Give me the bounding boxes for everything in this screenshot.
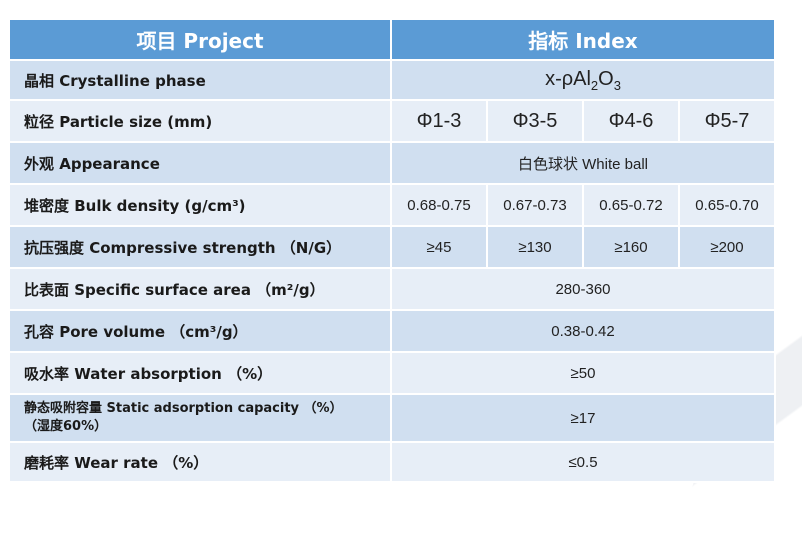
row-particle-size: 粒径 Particle size (mm) Φ1-3 Φ3-5 Φ4-6 Φ5-… (8, 99, 776, 143)
value-crystalline-phase: x-ρAl2O3 (390, 59, 776, 101)
phase-main: x-ρAl (545, 67, 591, 90)
label-compressive-strength: 抗压强度 Compressive strength （N/G） (8, 225, 392, 269)
row-wear-rate: 磨耗率 Wear rate （%） ≤0.5 (8, 441, 776, 483)
header-project: 项目 Project (8, 18, 392, 61)
label-crystalline-phase: 晶相 Crystalline phase (8, 59, 392, 101)
phase-sub2: 3 (613, 77, 621, 93)
row-specific-surface: 比表面 Specific surface area （m²/g） 280-360 (8, 267, 776, 311)
label-specific-surface: 比表面 Specific surface area （m²/g） (8, 267, 392, 311)
label-static-adsorption: 静态吸附容量 Static adsorption capacity （%） （湿度… (8, 393, 392, 443)
value-particle-size-4: Φ5-7 (678, 99, 776, 143)
label-bulk-density: 堆密度 Bulk density (g/cm³) (8, 183, 392, 227)
value-particle-size-3: Φ4-6 (582, 99, 680, 143)
value-static-adsorption: ≥17 (390, 393, 776, 443)
spec-table: 项目 Project 指标 Index 晶相 Crystalline phase… (8, 18, 776, 483)
value-wear-rate: ≤0.5 (390, 441, 776, 483)
label-particle-size: 粒径 Particle size (mm) (8, 99, 392, 143)
row-static-adsorption: 静态吸附容量 Static adsorption capacity （%） （湿度… (8, 393, 776, 443)
phase-mid: O (598, 67, 614, 90)
phase-sub1: 2 (590, 77, 599, 93)
value-appearance: 白色球状 White ball (390, 141, 776, 185)
label-water-absorption: 吸水率 Water absorption （%） (8, 351, 392, 395)
value-specific-surface: 280-360 (390, 267, 776, 311)
label-pore-volume: 孔容 Pore volume （cm³/g） (8, 309, 392, 353)
value-particle-size-1: Φ1-3 (390, 99, 488, 143)
label-wear-rate: 磨耗率 Wear rate （%） (8, 441, 392, 483)
row-water-absorption: 吸水率 Water absorption （%） ≥50 (8, 351, 776, 395)
row-compressive-strength: 抗压强度 Compressive strength （N/G） ≥45 ≥130… (8, 225, 776, 269)
value-particle-size-2: Φ3-5 (486, 99, 584, 143)
header-index: 指标 Index (390, 18, 776, 61)
value-bulk-density-3: 0.65-0.72 (582, 183, 680, 227)
label-appearance: 外观 Appearance (8, 141, 392, 185)
row-pore-volume: 孔容 Pore volume （cm³/g） 0.38-0.42 (8, 309, 776, 353)
value-water-absorption: ≥50 (390, 351, 776, 395)
value-bulk-density-1: 0.68-0.75 (390, 183, 488, 227)
row-appearance: 外观 Appearance 白色球状 White ball (8, 141, 776, 185)
row-bulk-density: 堆密度 Bulk density (g/cm³) 0.68-0.75 0.67-… (8, 183, 776, 227)
value-compressive-strength-1: ≥45 (390, 225, 488, 269)
label-static-adsorption-line2: （湿度60%） (24, 419, 108, 434)
value-compressive-strength-3: ≥160 (582, 225, 680, 269)
value-bulk-density-4: 0.65-0.70 (678, 183, 776, 227)
value-pore-volume: 0.38-0.42 (390, 309, 776, 353)
value-compressive-strength-2: ≥130 (486, 225, 584, 269)
label-static-adsorption-line1: 静态吸附容量 Static adsorption capacity （%） (24, 401, 343, 416)
header-row: 项目 Project 指标 Index (8, 18, 776, 61)
row-crystalline-phase: 晶相 Crystalline phase x-ρAl2O3 (8, 59, 776, 101)
value-compressive-strength-4: ≥200 (678, 225, 776, 269)
value-bulk-density-2: 0.67-0.73 (486, 183, 584, 227)
